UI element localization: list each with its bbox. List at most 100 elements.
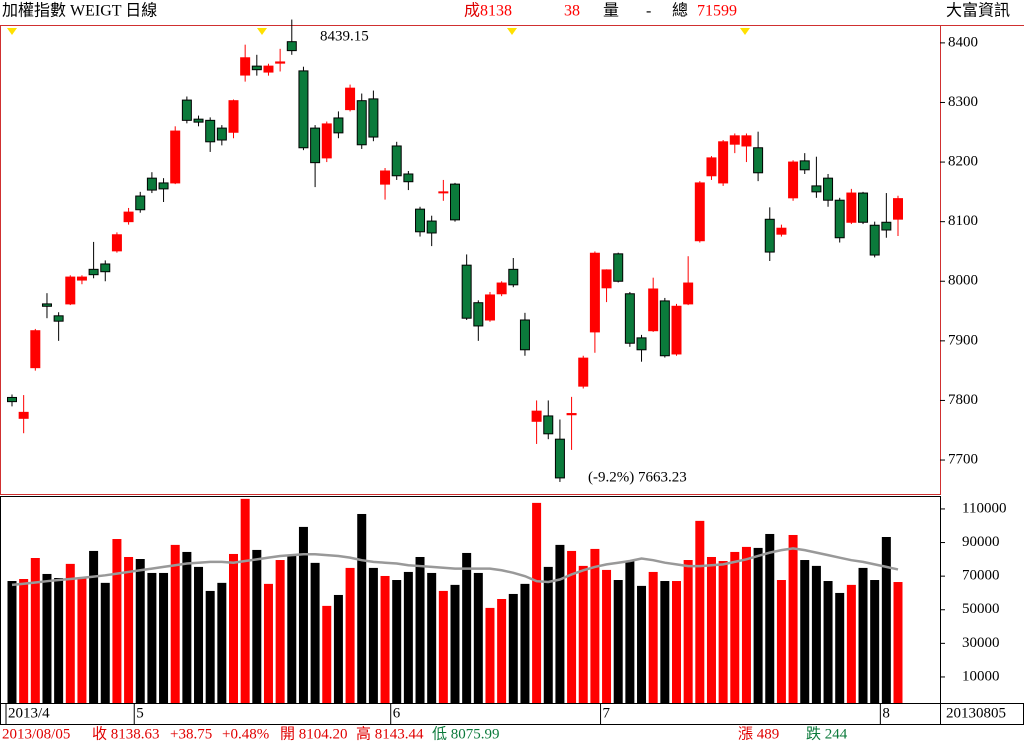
candle-body	[88, 268, 99, 276]
annotation: 8439.15	[320, 28, 369, 44]
candle-body	[426, 220, 437, 234]
footer-low: 低 8075.99	[432, 725, 500, 742]
footer-open: 開 8104.20	[280, 726, 348, 742]
candle-body	[578, 357, 589, 387]
candle-body	[228, 100, 239, 133]
candle-body	[683, 282, 694, 305]
volume-bar	[543, 566, 553, 703]
y-tick-label: 7800	[948, 392, 978, 408]
volume-bar	[811, 565, 821, 703]
brand: 大富資訊	[946, 2, 1010, 20]
candle-body	[823, 177, 834, 201]
volume-bar	[765, 533, 775, 703]
y2-tick-label: 90000	[962, 534, 1000, 550]
candle-body	[275, 61, 286, 64]
y2-tick-label: 110000	[962, 500, 1006, 516]
volume-bar	[392, 580, 402, 703]
header-title: 加權指數 WEIGT 日線	[2, 2, 157, 20]
y-tick-label: 7900	[948, 332, 978, 348]
volume-bar	[287, 555, 297, 703]
volume-bar	[706, 556, 716, 703]
volume-bar	[672, 581, 681, 703]
candle-body	[53, 315, 64, 322]
volume-bar	[298, 526, 308, 703]
candle-body	[380, 170, 391, 185]
y2-tick-label: 70000	[962, 568, 1000, 584]
y-tick-label: 8400	[948, 34, 978, 50]
y-tick-label: 8000	[948, 273, 978, 289]
volume-bar	[415, 556, 425, 703]
volume-bar	[345, 567, 355, 703]
candle-body	[881, 221, 892, 231]
candle-body	[776, 227, 787, 235]
volume-bar	[357, 513, 367, 703]
volume-bar	[858, 567, 868, 703]
candle-body	[741, 135, 752, 147]
candle-body	[263, 65, 274, 73]
candle-body	[706, 157, 717, 177]
volume-bar	[602, 569, 612, 703]
header-value: 71599	[697, 3, 737, 20]
volume-bar	[100, 582, 110, 703]
candle-body	[694, 182, 705, 242]
y-tick-label: 8100	[948, 213, 978, 229]
candle-body	[146, 177, 157, 191]
candle-body	[18, 411, 29, 419]
volume-bar	[77, 577, 87, 703]
candle-body	[461, 264, 472, 319]
candle-body	[345, 87, 356, 111]
candle-body	[729, 135, 740, 145]
volume-bar	[42, 573, 52, 703]
candle-body	[764, 218, 775, 253]
candle-body	[753, 147, 764, 174]
candle-body	[858, 192, 869, 223]
candle-body	[181, 99, 192, 121]
volume-bar	[881, 536, 891, 703]
volume-bar	[462, 552, 472, 703]
candle-body	[251, 65, 262, 71]
volume-bar	[205, 590, 215, 703]
candle-body	[65, 276, 76, 305]
candle-body	[415, 208, 426, 233]
volume-bar	[438, 590, 448, 703]
volume-bar	[217, 582, 227, 703]
volume-bar	[660, 581, 670, 703]
y2-tick-label: 10000	[962, 668, 1000, 684]
candle-body	[286, 41, 297, 52]
candle-body	[111, 234, 122, 252]
x-tick-label: 6	[393, 705, 401, 721]
candle-body	[473, 302, 484, 327]
volume-bar	[263, 583, 273, 703]
volume-bar	[835, 592, 845, 703]
candle-body	[718, 141, 729, 184]
candle-body	[403, 173, 414, 183]
candle-body	[589, 252, 600, 333]
footer-change: +38.75	[170, 726, 212, 742]
volume-bar	[333, 594, 343, 703]
candle-body	[333, 117, 344, 134]
volume-bar	[637, 585, 647, 703]
candle-body	[811, 185, 822, 193]
footer-change-pct: +0.48%	[222, 726, 269, 742]
volume-bar	[823, 581, 833, 703]
footer-date: 2013/08/05	[2, 726, 70, 742]
candle-body	[7, 396, 17, 403]
candle-body	[788, 161, 799, 199]
marker	[740, 28, 750, 35]
candle-body	[321, 123, 332, 159]
candle-body	[170, 130, 181, 184]
y2-tick-label: 50000	[962, 601, 1000, 617]
candle-body	[624, 293, 635, 344]
y-tick-label: 8300	[948, 94, 978, 110]
candle-body	[298, 70, 309, 149]
volume-bar	[846, 584, 856, 703]
candle-body	[799, 160, 810, 171]
volume-bar	[380, 575, 390, 703]
candle-body	[636, 337, 647, 351]
volume-bar	[182, 551, 192, 703]
candle-body	[310, 127, 321, 164]
candle-body	[240, 57, 251, 76]
candle-body	[450, 183, 460, 221]
volume-bar	[240, 498, 250, 703]
candle-body	[123, 211, 134, 223]
